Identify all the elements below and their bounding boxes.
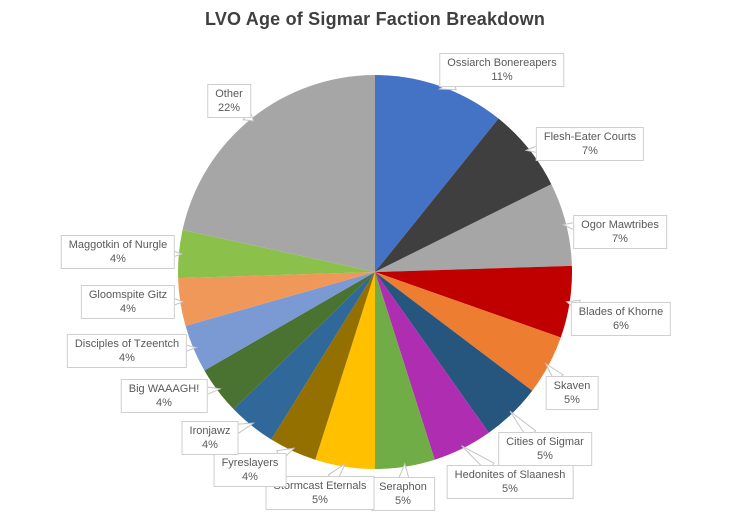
pie-slice-flesh-eater-courts xyxy=(375,118,552,273)
data-label-percent: 7% xyxy=(582,145,598,157)
pie-slice-skaven xyxy=(375,272,561,391)
data-label-percent: 5% xyxy=(564,394,580,406)
data-label-category: Skaven xyxy=(553,380,591,392)
pie-slice-gloomspite-gitz xyxy=(178,272,375,326)
data-label-percent: 4% xyxy=(120,303,136,315)
data-label-percent: 4% xyxy=(119,352,135,364)
data-label-cities-of-sigmar: Cities of Sigmar 5% xyxy=(498,432,592,466)
data-label-category: Big WAAAGH! xyxy=(128,383,200,395)
data-label-percent: 7% xyxy=(612,233,628,245)
data-label-seraphon: Seraphon 5% xyxy=(371,477,435,511)
pie-slice-ossiarch-bonereapers xyxy=(375,75,499,272)
data-label-percent: 5% xyxy=(312,494,328,506)
pie-slice-hedonites-of-slaanesh xyxy=(375,272,489,460)
data-label-category: Ogor Mawtribes xyxy=(581,219,659,231)
data-label-category: Flesh-Eater Courts xyxy=(543,131,637,143)
data-label-category: Cities of Sigmar xyxy=(506,436,584,448)
data-label-disciples-of-tzeentch: Disciples of Tzeentch 4% xyxy=(66,334,188,368)
pie-slice-maggotkin-of-nurgle xyxy=(177,229,375,279)
data-label-fyreslayers: Fyreslayers 4% xyxy=(213,453,287,487)
pie-slice-blades-of-khorne xyxy=(375,265,573,338)
data-label-blades-of-khorne: Blades of Khorne 6% xyxy=(570,302,672,336)
data-label-category: Maggotkin of Nurgle xyxy=(68,239,168,251)
data-label-percent: 5% xyxy=(395,495,411,507)
data-label-flesh-eater-courts: Flesh-Eater Courts 7% xyxy=(535,127,645,161)
data-label-hedonites-of-slaanesh: Hedonites of Slaanesh 5% xyxy=(446,465,574,499)
data-label-category: Gloomspite Gitz xyxy=(88,289,168,301)
data-label-maggotkin-of-nurgle: Maggotkin of Nurgle 4% xyxy=(60,235,176,269)
data-label-percent: 5% xyxy=(537,450,553,462)
data-label-category: Other xyxy=(215,88,243,100)
data-label-other: Other 22% xyxy=(207,84,251,118)
data-label-ironjawz: Ironjawz 4% xyxy=(181,421,239,455)
data-label-category: Blades of Khorne xyxy=(578,306,664,318)
data-label-category: Seraphon xyxy=(379,481,427,493)
data-label-category: Fyreslayers xyxy=(221,457,279,469)
data-label-skaven: Skaven 5% xyxy=(545,376,599,410)
data-label-percent: 6% xyxy=(613,320,629,332)
data-label-big-waaagh: Big WAAAGH! 4% xyxy=(120,379,208,413)
data-label-percent: 4% xyxy=(242,471,258,483)
data-label-gloomspite-gitz: Gloomspite Gitz 4% xyxy=(80,285,176,319)
data-label-percent: 4% xyxy=(202,439,218,451)
data-label-category: Stormcast Eternals xyxy=(273,480,367,492)
data-label-category: Disciples of Tzeentch xyxy=(74,338,180,350)
pie-slice-fyreslayers xyxy=(271,272,375,460)
pie-slice-other xyxy=(182,75,375,272)
data-label-category: Hedonites of Slaanesh xyxy=(454,469,566,481)
pie-slice-big-waaagh xyxy=(204,272,375,410)
data-label-category: Ironjawz xyxy=(189,425,231,437)
chart-title: LVO Age of Sigmar Faction Breakdown xyxy=(204,9,546,29)
pie-slice-stormcast-eternals xyxy=(315,272,375,469)
pie-slice-ironjawz xyxy=(233,272,375,440)
data-label-percent: 11% xyxy=(491,71,513,83)
data-label-category: Ossiarch Bonereapers xyxy=(447,57,557,69)
data-label-ossiarch-bonereapers: Ossiarch Bonereapers 11% xyxy=(439,53,565,87)
data-label-percent: 4% xyxy=(156,397,172,409)
data-label-ogor-mawtribes: Ogor Mawtribes 7% xyxy=(573,215,667,249)
pie-slice-disciples-of-tzeentch xyxy=(185,272,375,371)
pie-slice-seraphon xyxy=(375,272,435,469)
data-label-percent: 5% xyxy=(502,483,518,495)
pie-slice-ogor-mawtribes xyxy=(375,184,572,272)
pie-slice-cities-of-sigmar xyxy=(375,272,533,433)
data-label-percent: 22% xyxy=(217,102,241,114)
data-label-percent: 4% xyxy=(110,253,126,265)
